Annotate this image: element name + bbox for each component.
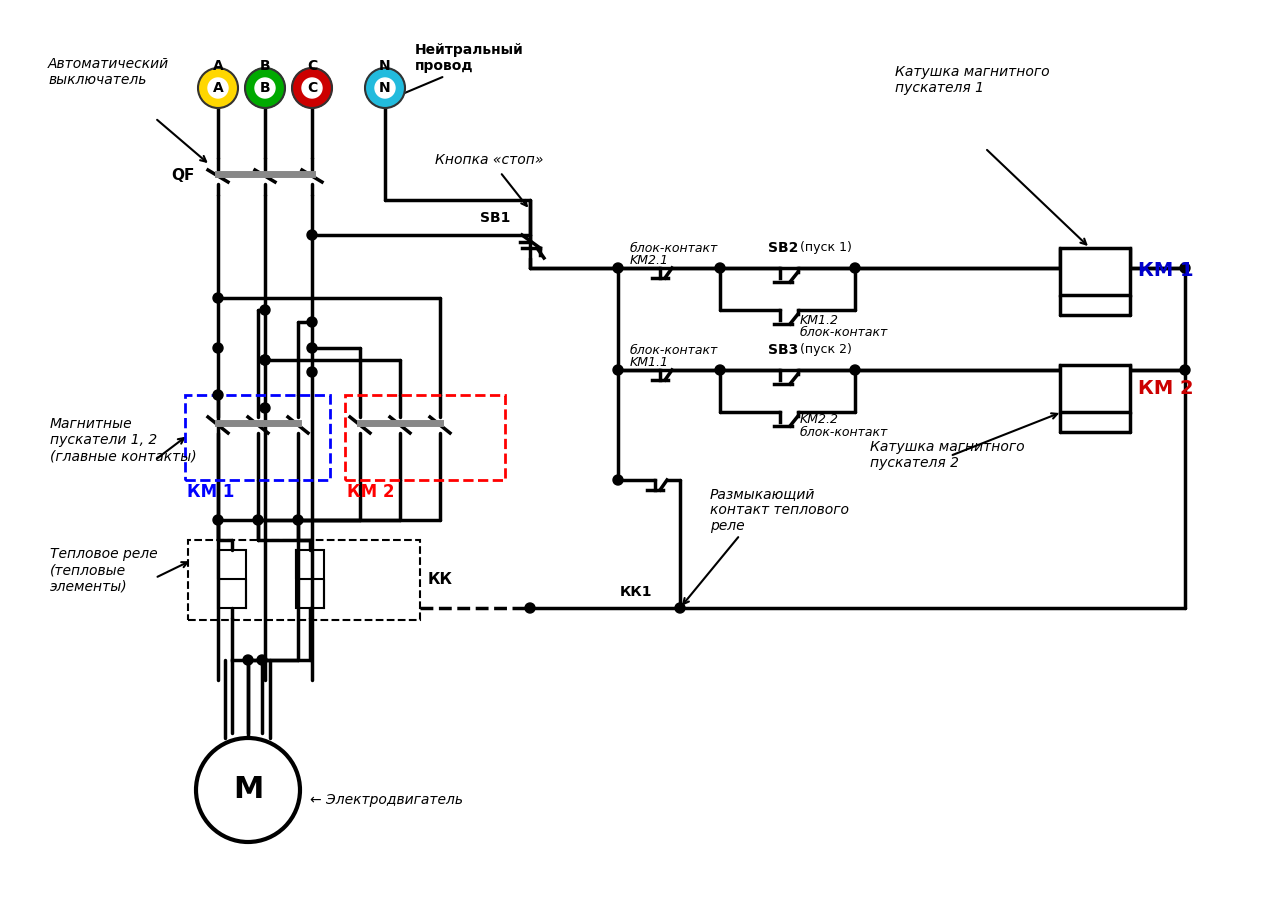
Circle shape [257, 655, 267, 665]
Text: КМ 2: КМ 2 [347, 483, 395, 501]
Circle shape [850, 263, 859, 273]
Circle shape [245, 68, 285, 108]
Text: C: C [306, 59, 317, 73]
Text: КМ 1: КМ 1 [186, 483, 235, 501]
Circle shape [213, 390, 223, 400]
Text: Нейтральный
провод: Нейтральный провод [415, 43, 524, 73]
Text: N: N [379, 81, 391, 95]
Text: B: B [259, 81, 271, 95]
Text: B: B [259, 59, 271, 73]
Circle shape [613, 365, 623, 375]
Text: C: C [306, 81, 317, 95]
Circle shape [306, 230, 317, 240]
Circle shape [208, 78, 229, 98]
Circle shape [306, 343, 317, 353]
Text: SB2: SB2 [767, 241, 798, 255]
Circle shape [613, 263, 623, 273]
Text: КМ 1: КМ 1 [1138, 262, 1194, 281]
Bar [345, 395, 504, 480]
Bar [296, 550, 324, 608]
Bar [185, 395, 329, 480]
Circle shape [261, 403, 269, 413]
Text: (пуск 2): (пуск 2) [799, 344, 852, 356]
Circle shape [261, 355, 269, 365]
Circle shape [261, 305, 269, 315]
Text: Катушка магнитного
пускателя 1: Катушка магнитного пускателя 1 [895, 64, 1050, 95]
Text: блок-контакт: блок-контакт [630, 344, 718, 356]
Circle shape [715, 365, 725, 375]
Text: KM1.2: KM1.2 [799, 313, 839, 327]
Text: A: A [213, 81, 223, 95]
Circle shape [261, 355, 269, 365]
Circle shape [198, 68, 238, 108]
Circle shape [715, 263, 725, 273]
Circle shape [375, 78, 395, 98]
Text: Катушка магнитного
пускателя 2: Катушка магнитного пускателя 2 [870, 440, 1024, 470]
Text: Кнопка «стоп»: Кнопка «стоп» [435, 153, 544, 167]
Text: Тепловое реле
(тепловые
элементы): Тепловое реле (тепловые элементы) [50, 547, 157, 593]
Text: блок-контакт: блок-контакт [799, 327, 889, 340]
Text: М: М [232, 775, 263, 805]
Text: SB1: SB1 [480, 211, 510, 225]
Text: Размыкающий
контакт теплового
реле: Размыкающий контакт теплового реле [710, 487, 849, 533]
Circle shape [850, 365, 859, 375]
Text: KM2.1: KM2.1 [630, 253, 669, 266]
Circle shape [306, 317, 317, 327]
Text: KM1.1: KM1.1 [630, 356, 669, 368]
Circle shape [292, 68, 332, 108]
Circle shape [613, 475, 623, 485]
Text: N: N [379, 59, 391, 73]
Text: блок-контакт: блок-контакт [630, 241, 718, 254]
Text: Магнитные
пускатели 1, 2
(главные контакты): Магнитные пускатели 1, 2 (главные контак… [50, 417, 197, 463]
Circle shape [676, 603, 684, 613]
Text: KM2.2: KM2.2 [799, 414, 839, 426]
Circle shape [525, 603, 535, 613]
Circle shape [195, 738, 300, 842]
Circle shape [213, 343, 223, 353]
Bar [1060, 248, 1130, 295]
Circle shape [213, 515, 223, 525]
Circle shape [213, 293, 223, 303]
Text: (пуск 1): (пуск 1) [799, 241, 852, 254]
Text: блок-контакт: блок-контакт [799, 426, 889, 439]
Bar [1060, 365, 1130, 412]
Circle shape [306, 367, 317, 377]
Text: Автоматический
выключатель: Автоматический выключатель [49, 57, 169, 87]
Circle shape [243, 655, 253, 665]
Circle shape [301, 78, 322, 98]
Text: КМ 2: КМ 2 [1138, 379, 1194, 398]
Bar [188, 540, 420, 620]
Text: A: A [213, 59, 223, 73]
Text: SB3: SB3 [767, 343, 798, 357]
Text: QF: QF [171, 168, 195, 182]
Circle shape [253, 515, 263, 525]
Text: КК1: КК1 [621, 585, 653, 599]
Bar [218, 550, 246, 608]
Circle shape [292, 515, 303, 525]
Circle shape [1180, 263, 1190, 273]
Circle shape [1180, 365, 1190, 375]
Text: КК: КК [428, 573, 453, 588]
Circle shape [365, 68, 405, 108]
Circle shape [255, 78, 275, 98]
Text: ← Электродвигатель: ← Электродвигатель [310, 793, 464, 807]
